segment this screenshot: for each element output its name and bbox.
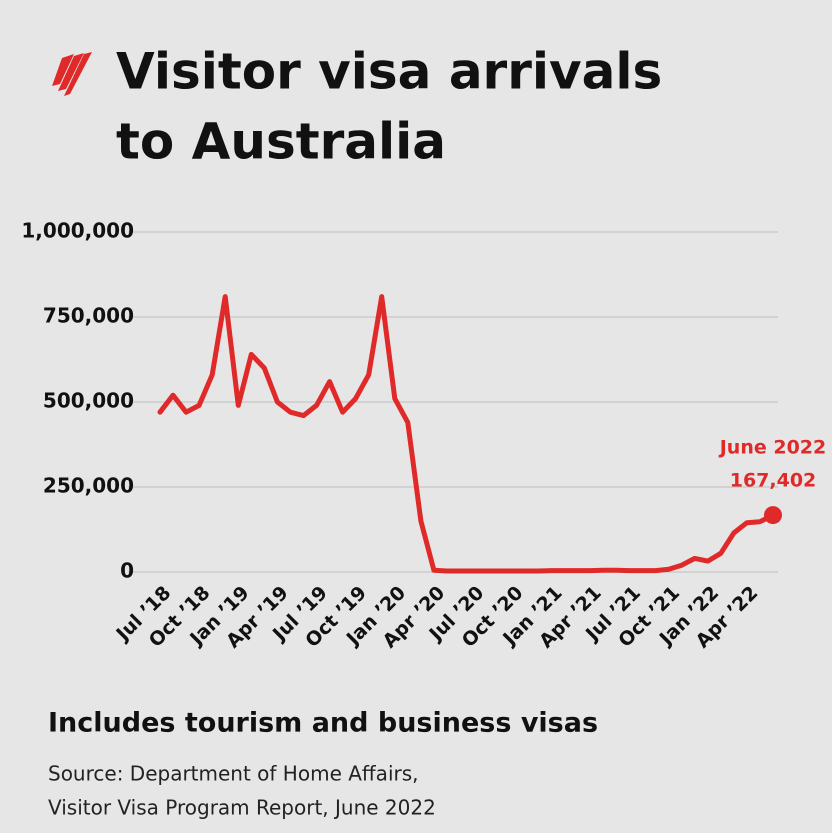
y-tick-label: 500,000 [43, 389, 134, 413]
logo [52, 52, 92, 96]
subtitle: Includes tourism and business visas [48, 708, 598, 739]
source: Visitor Visa Program Report, June 2022 [48, 796, 436, 820]
chart-title: Visitor visa arrivals [116, 43, 662, 101]
y-tick-label: 250,000 [43, 474, 134, 498]
y-tick-label: 750,000 [43, 304, 134, 328]
chart-title: to Australia [116, 113, 446, 171]
data-line [157, 294, 776, 574]
y-tick-label: 1,000,000 [21, 219, 134, 243]
annotation: June 2022 [718, 437, 827, 459]
value-label: 167,402 [730, 470, 817, 492]
source: Source: Department of Home Affairs, [48, 762, 419, 786]
y-tick-label: 0 [120, 559, 134, 583]
end-point [764, 506, 782, 525]
